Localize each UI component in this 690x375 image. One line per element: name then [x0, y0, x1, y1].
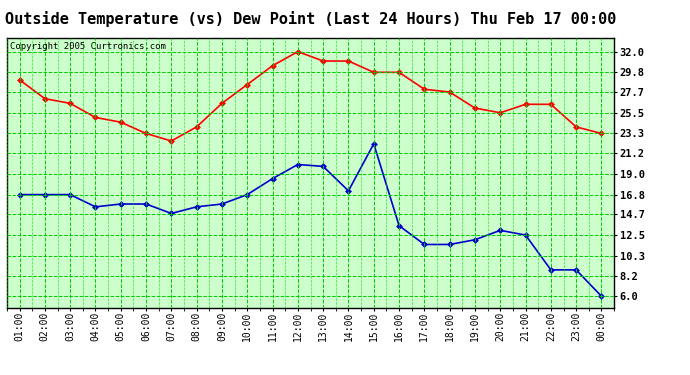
Text: Outside Temperature (vs) Dew Point (Last 24 Hours) Thu Feb 17 00:00: Outside Temperature (vs) Dew Point (Last… — [5, 11, 616, 27]
Text: Copyright 2005 Curtronics.com: Copyright 2005 Curtronics.com — [10, 42, 166, 51]
